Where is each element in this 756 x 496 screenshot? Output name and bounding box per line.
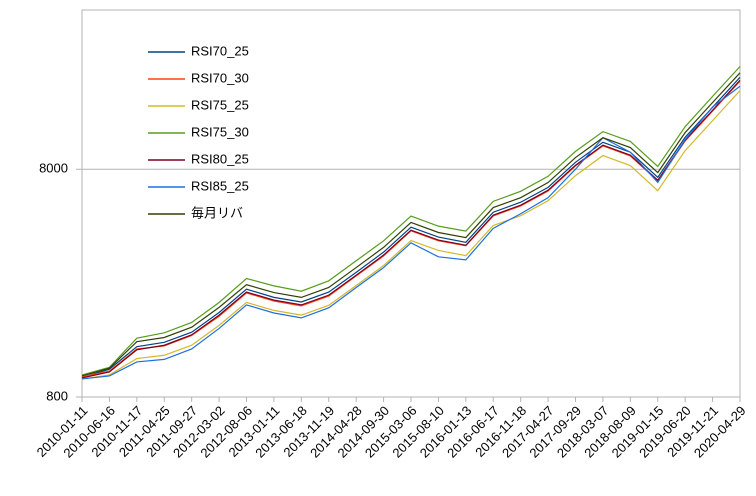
legend-label: RSI75_25	[191, 97, 249, 112]
series-line	[81, 85, 741, 380]
series-line	[81, 80, 741, 378]
legend-label: RSI85_25	[191, 178, 249, 193]
legend-label: RSI70_30	[191, 70, 249, 85]
legend-label: RSI80_25	[191, 151, 249, 166]
legend-label: RSI70_25	[191, 43, 249, 58]
series-line	[81, 76, 741, 379]
y-tick-label: 8000	[39, 161, 68, 176]
legend-label: RSI75_30	[191, 124, 249, 139]
series-line	[81, 90, 741, 380]
y-tick-label: 800	[46, 388, 68, 403]
series-line	[81, 72, 741, 377]
legend-label: 毎月リバ	[191, 205, 243, 220]
series-line	[81, 79, 741, 379]
series-line	[81, 66, 741, 376]
